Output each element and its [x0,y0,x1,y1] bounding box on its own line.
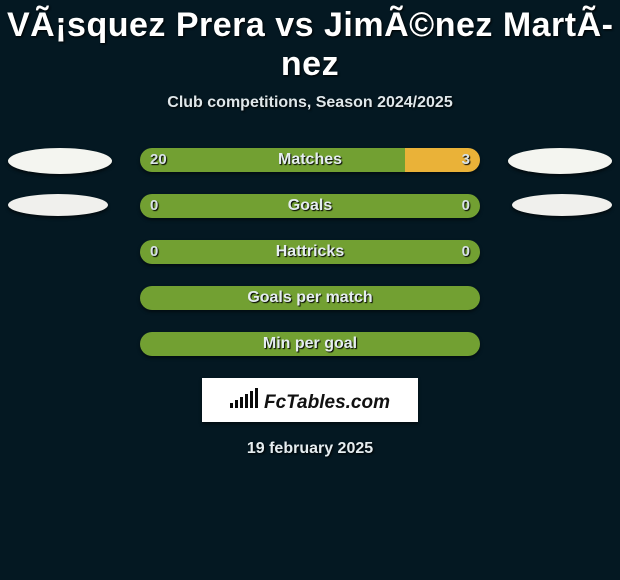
stat-bar-left [140,332,480,356]
stat-value-right: 0 [462,194,470,218]
team-left-marker [8,148,112,174]
stat-value-right: 3 [462,148,470,172]
brand-box: FcTables.com [202,378,418,422]
stat-value-left: 0 [150,240,158,264]
stat-bar [140,148,480,172]
stat-bar-left [140,240,480,264]
page-subtitle: Club competitions, Season 2024/2025 [0,94,620,112]
stat-bar [140,332,480,356]
team-right-marker [512,194,612,216]
stat-bar [140,286,480,310]
brand-text: FcTables.com [264,392,390,414]
team-right-marker [508,148,612,174]
stat-row: Hattricks00 [0,240,620,264]
stat-bar-left [140,148,405,172]
page-title: VÃ¡squez Prera vs JimÃ©nez MartÃ­nez [0,0,620,84]
stat-bar [140,240,480,264]
stat-row: Min per goal [0,332,620,356]
stat-value-left: 0 [150,194,158,218]
stats-rows: Matches203Goals00Hattricks00Goals per ma… [0,148,620,356]
brand-chart-icon [230,386,258,408]
stat-row: Matches203 [0,148,620,172]
stat-bar [140,194,480,218]
stat-value-left: 20 [150,148,167,172]
team-left-marker [8,194,108,216]
stat-bar-left [140,194,480,218]
footer-date: 19 february 2025 [0,440,620,458]
stat-value-right: 0 [462,240,470,264]
stat-row: Goals00 [0,194,620,218]
stat-bar-left [140,286,480,310]
stat-row: Goals per match [0,286,620,310]
